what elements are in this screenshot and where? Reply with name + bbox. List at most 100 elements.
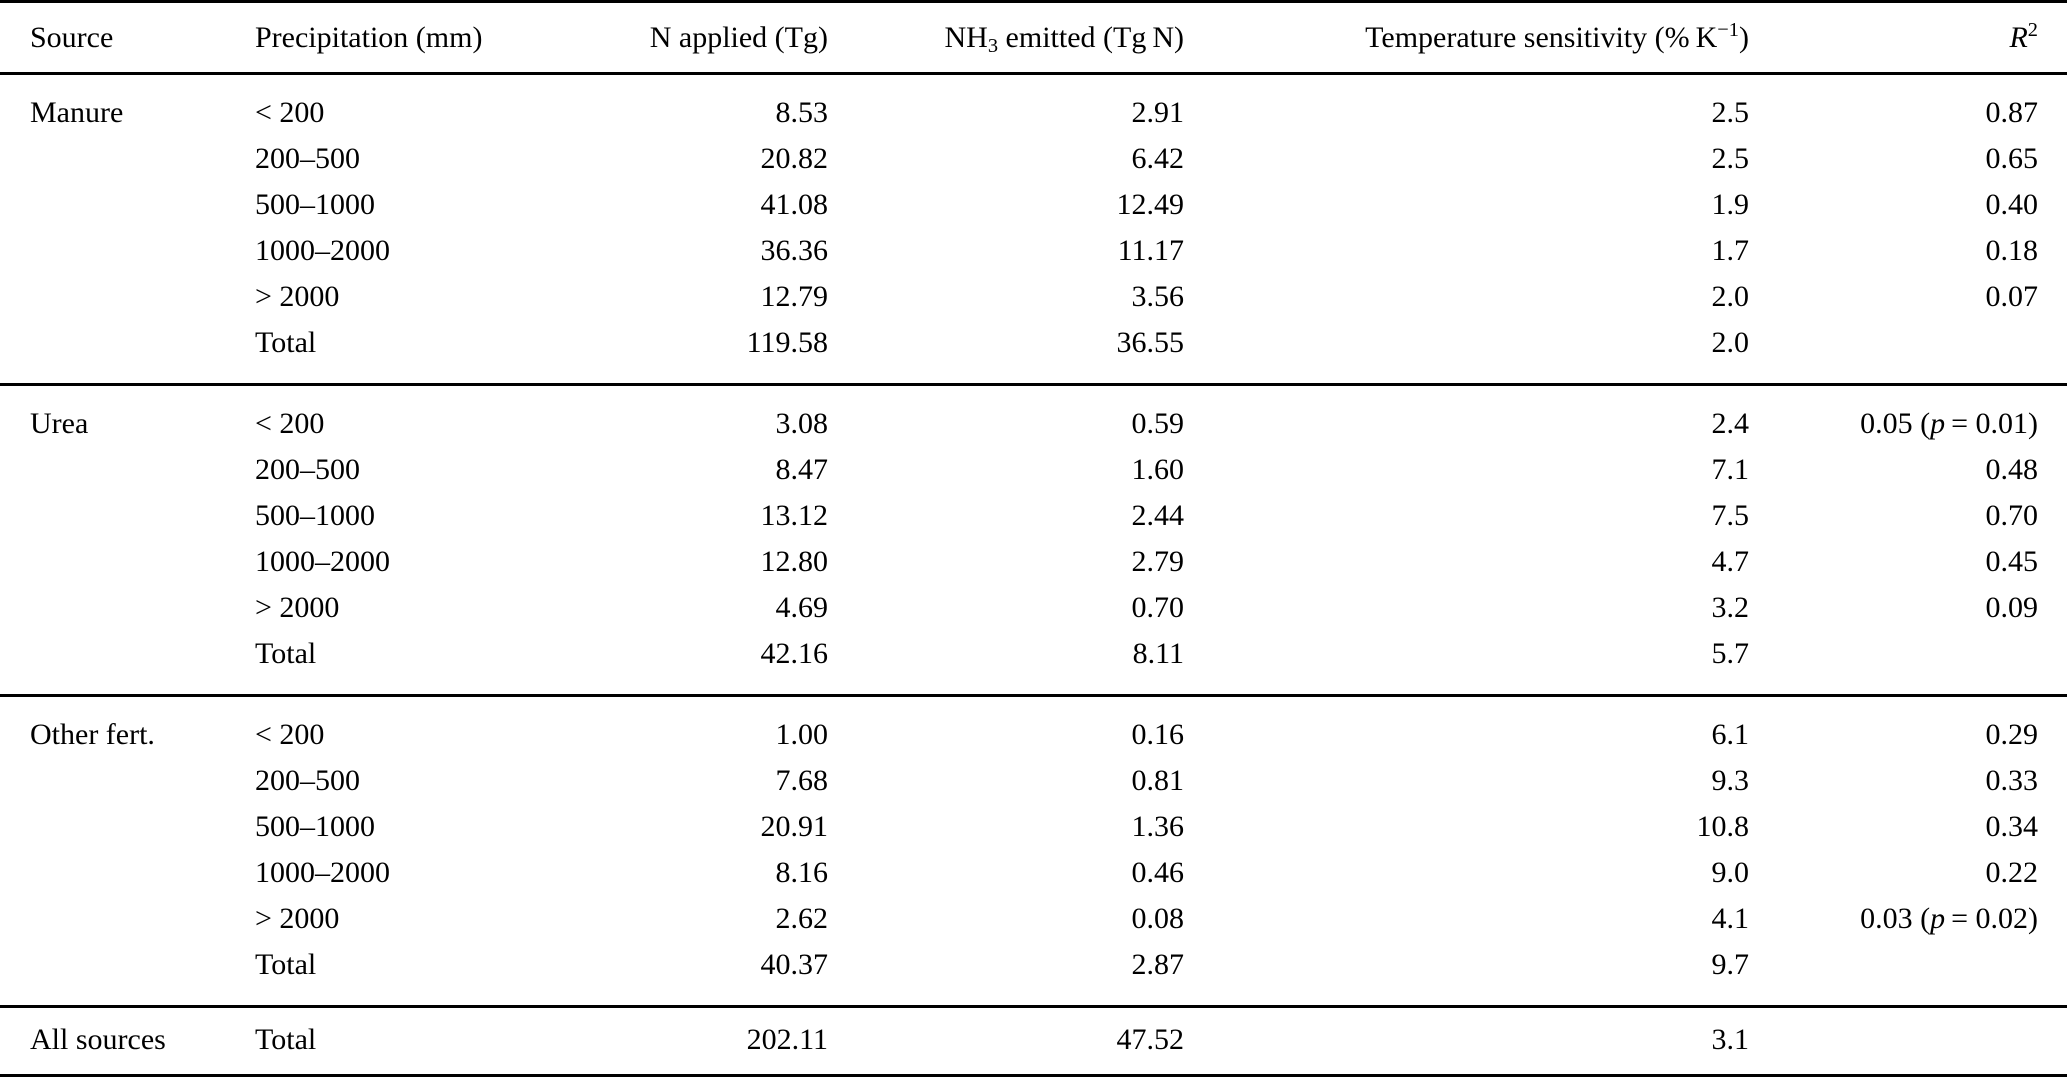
cell-nh3-emitted: 12.49 [1116, 188, 1185, 221]
cell-source [0, 631, 225, 696]
cell-r-squared: 0.45 [1985, 545, 2039, 578]
cell-r-squared: 0.09 [1985, 591, 2039, 624]
cell-source: Other fert. [30, 718, 155, 751]
cell-precipitation: 500–1000 [255, 499, 375, 532]
cell-source [0, 182, 225, 228]
cell-temperature-sensitivity: 9.0 [1711, 856, 1750, 889]
superscript: 2 [2027, 18, 2038, 41]
table-row: Manure < 200 8.53 2.91 2.5 0.87 [0, 74, 2067, 137]
cell-r-squared: 0.33 [1985, 764, 2039, 797]
cell-n-applied: 2.62 [775, 902, 829, 935]
cell-temperature-sensitivity: 7.5 [1711, 499, 1750, 532]
cell-nh3-emitted: 47.52 [1116, 1023, 1185, 1056]
column-header-r-squared: R2 [1749, 2, 2067, 74]
cell-temperature-sensitivity: 2.5 [1711, 142, 1750, 175]
cell-nh3-emitted: 2.91 [1131, 96, 1185, 129]
cell-source [0, 274, 225, 320]
cell-temperature-sensitivity: 2.0 [1711, 280, 1750, 313]
table-row: Urea < 200 3.08 0.59 2.4 0.05 (p = 0.01) [0, 385, 2067, 448]
table-row: 200–500 7.68 0.81 9.3 0.33 [0, 758, 2067, 804]
cell-r-squared: 0.48 [1985, 453, 2039, 486]
cell-temperature-sensitivity: 2.5 [1711, 96, 1750, 129]
cell-source [0, 942, 225, 1007]
cell-temperature-sensitivity: 3.2 [1711, 591, 1750, 624]
header-label: Precipitation (mm) [255, 20, 483, 54]
cell-precipitation: 500–1000 [255, 810, 375, 843]
cell-source [0, 585, 225, 631]
cell-temperature-sensitivity: 10.8 [1696, 810, 1750, 843]
cell-n-applied: 4.69 [775, 591, 829, 624]
cell-n-applied: 119.58 [746, 326, 828, 359]
cell-n-applied: 20.91 [760, 810, 829, 843]
table-row: Total 40.37 2.87 9.7 [0, 942, 2067, 1007]
table-row: 200–500 8.47 1.60 7.1 0.48 [0, 447, 2067, 493]
cell-source: Manure [30, 96, 124, 129]
cell-precipitation: < 200 [255, 718, 325, 751]
source-group-other-fert: Other fert. < 200 1.00 0.16 6.1 0.29 200–500 7.… [0, 696, 2067, 1007]
cell-nh3-emitted: 11.17 [1117, 234, 1184, 267]
cell-r-squared: 0.07 [1985, 280, 2039, 313]
table-row: 500–1000 20.91 1.36 10.8 0.34 [0, 804, 2067, 850]
cell-temperature-sensitivity: 1.9 [1711, 188, 1750, 221]
cell-source [0, 539, 225, 585]
cell-source [0, 320, 225, 385]
cell-n-applied: 12.80 [760, 545, 829, 578]
cell-source [0, 136, 225, 182]
cell-nh3-emitted: 36.55 [1116, 326, 1185, 359]
cell-temperature-sensitivity: 2.4 [1711, 407, 1750, 440]
cell-precipitation: 200–500 [255, 764, 360, 797]
cell-precipitation: Total [255, 948, 317, 981]
table-row: 1000–2000 36.36 11.17 1.7 0.18 [0, 228, 2067, 274]
table-row: Other fert. < 200 1.00 0.16 6.1 0.29 [0, 696, 2067, 759]
header-label: emitted (Tg N) [998, 20, 1184, 54]
cell-nh3-emitted: 1.60 [1131, 453, 1185, 486]
cell-precipitation: Total [255, 1023, 317, 1056]
cell-r-squared [1749, 1007, 2067, 1076]
cell-n-applied: 8.53 [775, 96, 829, 129]
cell-nh3-emitted: 3.56 [1131, 280, 1185, 313]
cell-r-squared [1749, 631, 2067, 696]
cell-r-squared: 0.22 [1985, 856, 2039, 889]
table-row: 500–1000 41.08 12.49 1.9 0.40 [0, 182, 2067, 228]
cell-n-applied: 41.08 [760, 188, 829, 221]
cell-r-squared: 0.34 [1985, 810, 2039, 843]
cell-r-squared: 0.18 [1985, 234, 2039, 267]
column-header-n-applied: N applied (Tg) [640, 2, 828, 74]
cell-temperature-sensitivity: 1.7 [1711, 234, 1750, 267]
cell-n-applied: 40.37 [760, 948, 829, 981]
table-header: Source Precipitation (mm) N applied (Tg)… [0, 2, 2067, 74]
table-row: > 2000 4.69 0.70 3.2 0.09 [0, 585, 2067, 631]
cell-r-squared: 0.05 (p = 0.01) [1860, 407, 2038, 440]
column-header-precipitation: Precipitation (mm) [225, 2, 640, 74]
cell-n-applied: 12.79 [760, 280, 829, 313]
cell-precipitation: 1000–2000 [255, 234, 390, 267]
header-label: N applied (Tg) [649, 20, 828, 54]
column-header-source: Source [0, 2, 225, 74]
cell-nh3-emitted: 0.16 [1131, 718, 1185, 751]
cell-nh3-emitted: 0.70 [1131, 591, 1185, 624]
cell-precipitation: 200–500 [255, 453, 360, 486]
cell-temperature-sensitivity: 9.3 [1711, 764, 1750, 797]
table-row: 1000–2000 8.16 0.46 9.0 0.22 [0, 850, 2067, 896]
cell-r-squared: 0.70 [1985, 499, 2039, 532]
superscript: −1 [1717, 18, 1739, 41]
cell-n-applied: 8.16 [775, 856, 829, 889]
cell-nh3-emitted: 0.08 [1131, 902, 1185, 935]
header-label: ) [1739, 20, 1749, 54]
cell-source [0, 228, 225, 274]
cell-n-applied: 1.00 [775, 718, 829, 751]
table-row: 1000–2000 12.80 2.79 4.7 0.45 [0, 539, 2067, 585]
cell-n-applied: 20.82 [760, 142, 829, 175]
cell-n-applied: 3.08 [775, 407, 829, 440]
cell-precipitation: 1000–2000 [255, 856, 390, 889]
cell-r-squared: 0.65 [1985, 142, 2039, 175]
source-group-urea: Urea < 200 3.08 0.59 2.4 0.05 (p = 0.01) 200–5… [0, 385, 2067, 696]
cell-nh3-emitted: 0.59 [1131, 407, 1185, 440]
source-group-manure: Manure < 200 8.53 2.91 2.5 0.87 200–500 20.82 6.… [0, 74, 2067, 385]
cell-precipitation: 200–500 [255, 142, 360, 175]
header-label: Temperature sensitivity (% K [1365, 20, 1718, 54]
cell-precipitation: Total [255, 637, 317, 670]
cell-precipitation: 1000–2000 [255, 545, 390, 578]
cell-temperature-sensitivity: 5.7 [1711, 637, 1750, 670]
